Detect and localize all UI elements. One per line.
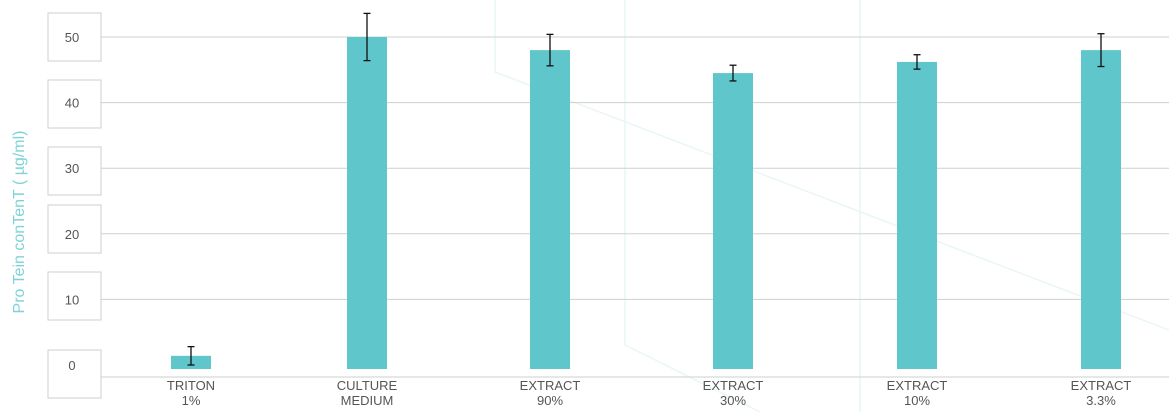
error-bar: [546, 33, 554, 67]
tick-box: [47, 271, 102, 321]
y-tick-label: 40: [65, 96, 79, 111]
bar: [713, 73, 753, 369]
bars: [171, 37, 1121, 370]
x-axis-labels: TRITON1%CULTUREMEDIUMEXTRACT90%EXTRACT30…: [167, 378, 1131, 408]
y-tick-label: 0: [68, 358, 75, 373]
tick-box: [47, 204, 102, 254]
y-tick-label: 20: [65, 227, 79, 242]
x-tick-label: 10%: [904, 393, 930, 408]
tick-box: [47, 146, 102, 196]
bar: [530, 50, 570, 370]
error-bar: [729, 64, 737, 82]
y-axis-ticks: 0 10 20 30 40 50: [47, 12, 102, 399]
bar: [897, 61, 937, 369]
error-bar: [187, 345, 195, 366]
tick-box: [47, 12, 102, 62]
x-tick-label: EXTRACT: [887, 378, 948, 393]
gridlines: [101, 36, 1169, 378]
x-tick-label: EXTRACT: [520, 378, 581, 393]
tick-box: [47, 349, 102, 399]
x-tick-label: MEDIUM: [341, 393, 394, 408]
y-tick-label: 30: [65, 161, 79, 176]
x-tick-label: 30%: [720, 393, 746, 408]
x-tick-label: TRITON: [167, 378, 215, 393]
x-tick-label: CULTURE: [337, 378, 398, 393]
bar: [1081, 50, 1121, 370]
x-tick-label: 1%: [182, 393, 201, 408]
tick-box: [47, 79, 102, 129]
background-decoration: [494, 0, 1169, 412]
y-tick-label: 10: [65, 292, 79, 307]
error-bar: [913, 54, 921, 70]
bar: [347, 37, 387, 369]
error-bars: [187, 12, 1105, 366]
x-tick-label: 90%: [537, 393, 563, 408]
y-tick-label: 50: [65, 30, 79, 45]
x-tick-label: EXTRACT: [703, 378, 764, 393]
y-axis-title: Pro Tein conTenT ( µg/ml): [11, 131, 28, 314]
x-tick-label: EXTRACT: [1071, 378, 1132, 393]
error-bar: [363, 12, 371, 62]
error-bar: [1097, 33, 1105, 68]
x-tick-label: 3.3%: [1086, 393, 1116, 408]
